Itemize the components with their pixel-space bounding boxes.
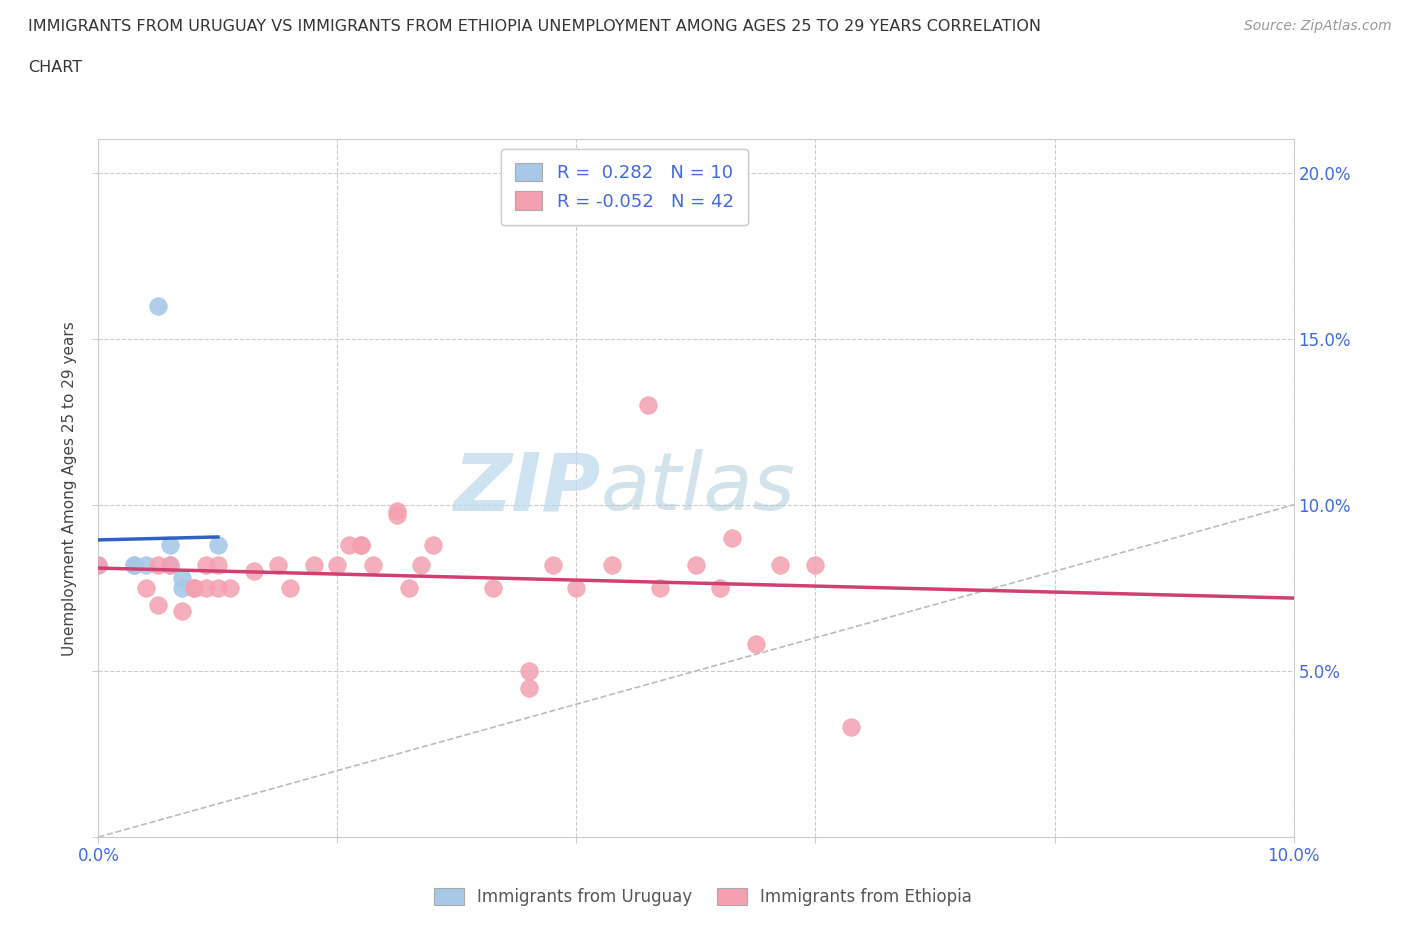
Point xyxy=(207,538,229,552)
Point xyxy=(804,557,827,572)
Point xyxy=(159,557,181,572)
Point xyxy=(721,531,744,546)
Point xyxy=(350,538,373,552)
Point xyxy=(326,557,349,572)
Point xyxy=(159,557,181,572)
Point xyxy=(637,398,659,413)
Point xyxy=(565,580,588,595)
Point xyxy=(219,580,242,595)
Point xyxy=(517,663,540,678)
Point xyxy=(148,557,170,572)
Point xyxy=(517,680,540,695)
Point xyxy=(650,580,672,595)
Point xyxy=(135,557,157,572)
Point xyxy=(195,580,218,595)
Point xyxy=(207,580,229,595)
Point xyxy=(278,580,301,595)
Text: Source: ZipAtlas.com: Source: ZipAtlas.com xyxy=(1244,19,1392,33)
Point xyxy=(183,580,205,595)
Point xyxy=(685,557,707,572)
Point xyxy=(422,538,444,552)
Point xyxy=(350,538,373,552)
Point xyxy=(841,720,863,735)
Point xyxy=(195,557,218,572)
Point xyxy=(769,557,792,572)
Point xyxy=(302,557,325,572)
Point xyxy=(398,580,420,595)
Point xyxy=(159,538,181,552)
Point xyxy=(183,580,205,595)
Text: CHART: CHART xyxy=(28,60,82,75)
Point xyxy=(172,570,194,585)
Point xyxy=(541,557,564,572)
Y-axis label: Unemployment Among Ages 25 to 29 years: Unemployment Among Ages 25 to 29 years xyxy=(62,321,77,656)
Point xyxy=(709,580,731,595)
Point xyxy=(172,604,194,618)
Text: atlas: atlas xyxy=(600,449,796,527)
Point xyxy=(148,597,170,612)
Point xyxy=(87,557,110,572)
Point xyxy=(124,557,146,572)
Point xyxy=(267,557,290,572)
Legend: R =  0.282   N = 10, R = -0.052   N = 42: R = 0.282 N = 10, R = -0.052 N = 42 xyxy=(501,149,748,225)
Point xyxy=(363,557,385,572)
Point xyxy=(411,557,433,572)
Point xyxy=(481,580,505,595)
Point xyxy=(385,504,409,519)
Text: ZIP: ZIP xyxy=(453,449,600,527)
Point xyxy=(207,557,229,572)
Point xyxy=(87,557,110,572)
Point xyxy=(602,557,624,572)
Point xyxy=(172,580,194,595)
Point xyxy=(745,637,768,652)
Point xyxy=(385,508,409,523)
Point xyxy=(243,564,266,578)
Point xyxy=(124,557,146,572)
Point xyxy=(135,580,157,595)
Point xyxy=(148,299,170,313)
Legend: Immigrants from Uruguay, Immigrants from Ethiopia: Immigrants from Uruguay, Immigrants from… xyxy=(427,881,979,912)
Point xyxy=(339,538,360,552)
Text: IMMIGRANTS FROM URUGUAY VS IMMIGRANTS FROM ETHIOPIA UNEMPLOYMENT AMONG AGES 25 T: IMMIGRANTS FROM URUGUAY VS IMMIGRANTS FR… xyxy=(28,19,1040,33)
